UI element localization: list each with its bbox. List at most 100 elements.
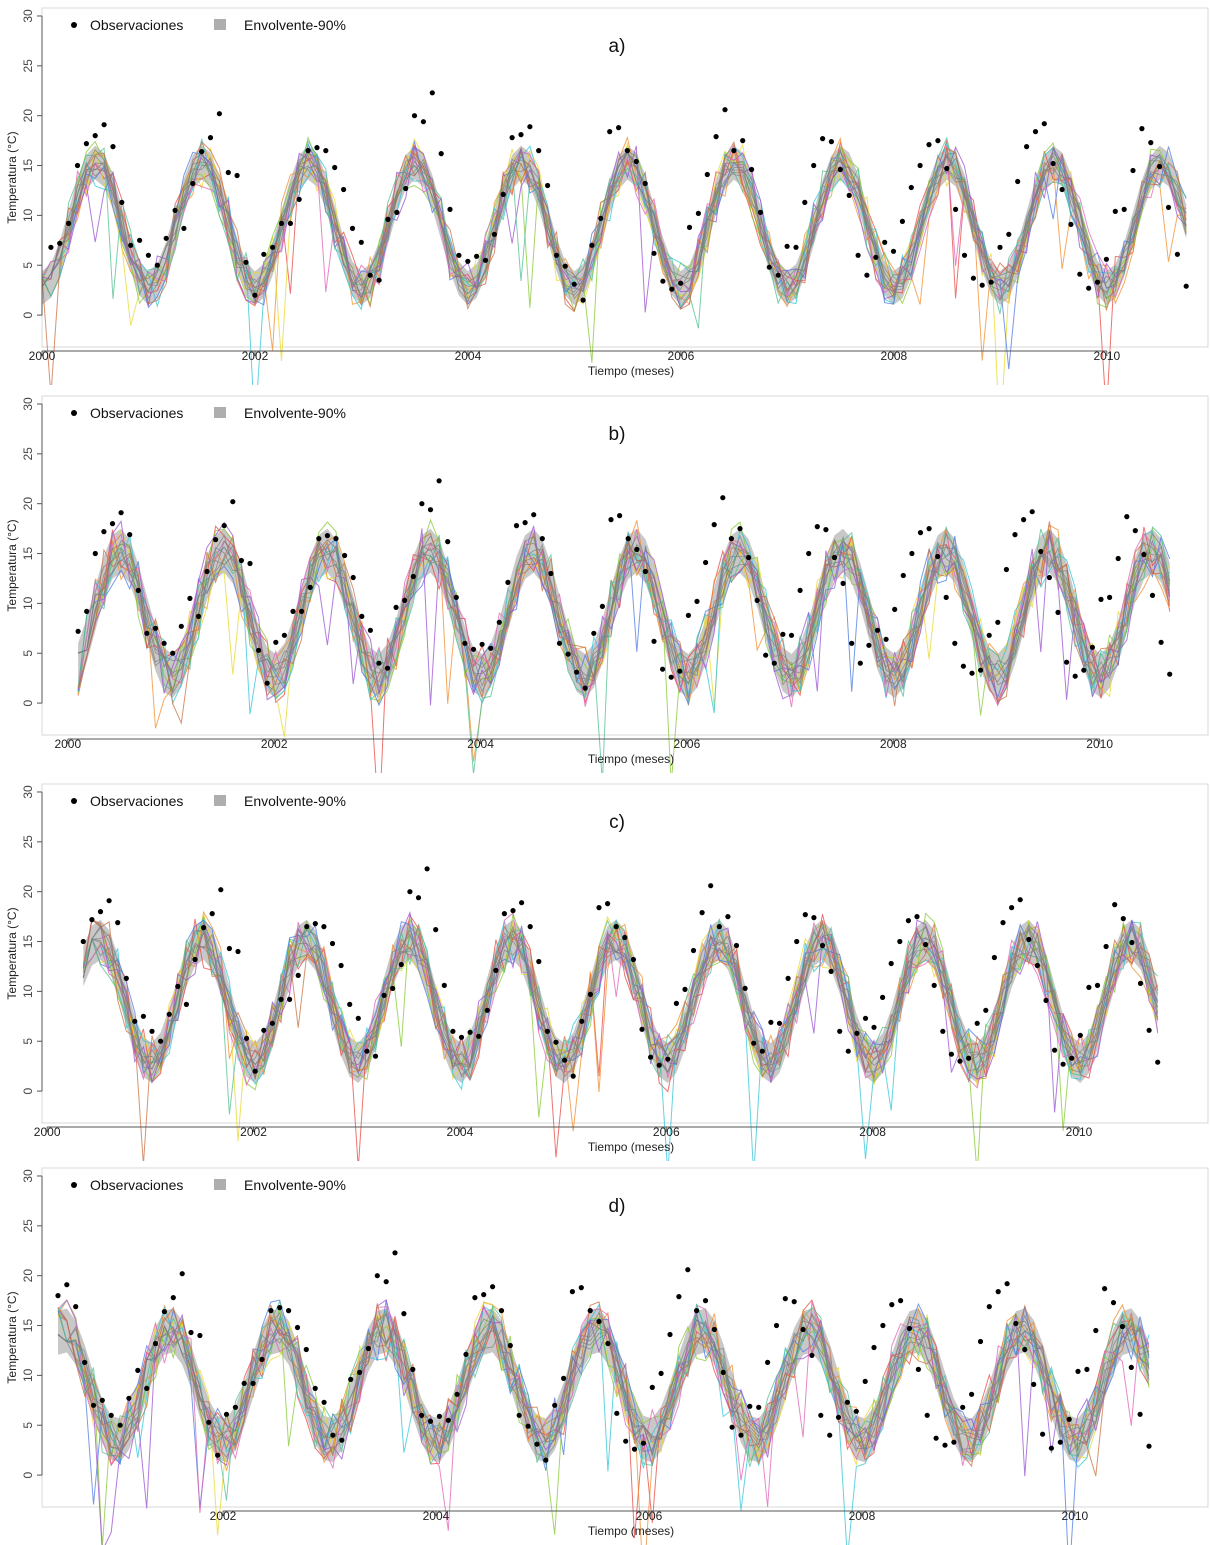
observation-point [472,1295,478,1301]
observation-point [510,908,516,914]
observation-point [1137,980,1144,986]
y-tick-label: 30 [21,9,35,23]
observation-point [119,199,125,205]
observation-point [324,533,330,539]
ensemble-line [77,529,1171,708]
observation-point [598,215,604,221]
observation-point [1029,509,1035,515]
observation-point [436,1413,442,1419]
observation-point [951,1439,957,1445]
observation-point [342,552,348,559]
observation-point [108,1412,114,1418]
observation-point [402,597,408,603]
observation-point [192,956,198,963]
observation-point [728,536,735,542]
observation-point [367,627,373,633]
observation-point [1148,140,1154,146]
observation-point [394,209,400,215]
ensemble-lines [41,136,1187,385]
observation-point [1077,271,1083,277]
observation-point [953,206,959,212]
observation-point [900,572,906,579]
observation-point [411,113,418,119]
observation-point [101,529,107,535]
observation-point [682,986,688,992]
panel-c: 0 5 10 15 20 25 30 Temperatura (°C) 2000 2002 2004… [0,776,1210,1161]
observation-point [123,975,129,981]
observation-point [172,207,178,213]
legend-marker-envelope [214,407,226,418]
observation-point [749,166,755,173]
observation-point [479,641,485,647]
observation-point [565,651,571,657]
observation-point [1032,129,1039,135]
observation-point [392,1250,398,1256]
x-tick-label: 2010 [1086,737,1113,751]
observation-point [854,1030,860,1036]
observation-point [623,1438,629,1444]
observation-point [923,941,929,948]
x-axis-title: Tiempo (meses) [588,752,674,766]
observation-point [321,924,327,930]
observation-point [995,1289,1001,1295]
legend-label-envelope: Envolvente-90% [244,405,346,421]
observation-point [765,1359,771,1365]
y-tick-label: 10 [21,1368,35,1382]
observation-point [376,660,382,666]
observation-point [811,915,817,921]
observation-point [986,632,992,638]
observation-point [216,111,222,117]
observation-point [731,148,737,154]
observation-point [562,263,568,269]
observation-point [768,1019,774,1025]
observation-point [278,220,285,226]
observation-point [543,1457,549,1463]
observation-point [316,536,322,542]
x-tick-label: 2004 [423,1509,450,1523]
observation-point [873,254,879,260]
observation-point [536,148,542,154]
observation-point [1043,997,1049,1003]
observation-point [713,134,719,140]
observation-point [420,119,426,125]
observation-point [899,218,906,224]
observation-point [889,1302,895,1308]
legend-marker-envelope [214,795,226,806]
ensemble-core-line [41,150,1187,303]
observation-point [864,272,870,278]
x-tick-label: 2010 [1062,1509,1089,1523]
observation-point [270,244,276,250]
observation-point [152,625,159,631]
panel-label: c) [609,812,625,833]
x-tick-label: 2004 [455,349,482,363]
y-tick-label: 5 [21,650,35,657]
observation-point [500,191,506,197]
observation-point [261,1027,267,1033]
observation-point [639,1026,645,1032]
observation-point [855,252,861,258]
ensemble-line [57,1299,1150,1531]
observation-point [1048,1445,1054,1451]
observation-point [358,239,364,245]
observation-point [127,532,133,538]
observation-point [1017,897,1023,903]
observation-point [871,1344,877,1351]
ensemble-lines [82,910,1159,1161]
observation-point [784,243,790,249]
observation-point [831,554,838,561]
legend-marker-observations [71,798,77,804]
observation-point [1021,517,1027,523]
observation-point [837,1028,843,1034]
observation-point [952,640,958,646]
observation-point [1146,1443,1152,1449]
observation-point [931,982,937,988]
observation-point [427,507,434,513]
observation-point [882,239,888,245]
observation-point [348,1376,354,1382]
observation-point [613,924,619,930]
observation-point [505,579,511,585]
observation-point [1146,1027,1152,1033]
observation-point [154,262,160,268]
y-tick-label: 10 [21,208,35,222]
y-tick-label: 30 [21,785,35,799]
